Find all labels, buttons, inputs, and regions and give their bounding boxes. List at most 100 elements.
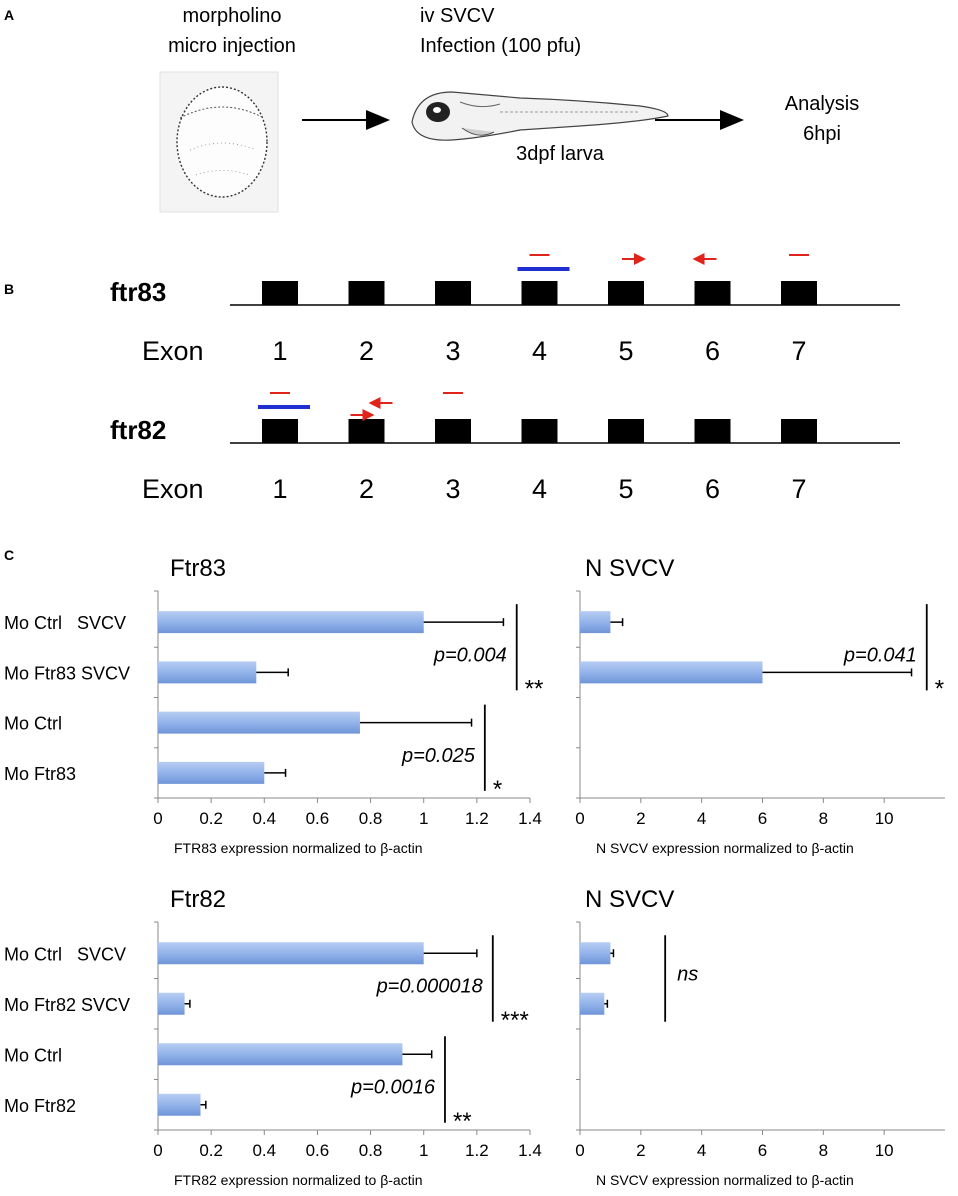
x-tick-label: 4 — [697, 1141, 706, 1160]
exon-number: 5 — [618, 336, 633, 366]
exon-number: 5 — [618, 474, 633, 504]
bar — [158, 661, 257, 684]
category-label: Mo Ctrl SVCV — [4, 613, 126, 633]
gene-ftr83: ftr83 1 2 3 4 5 6 7 Exon — [110, 253, 900, 366]
significance-stars: ** — [453, 1108, 472, 1135]
primer-reverse-arrowhead — [368, 397, 381, 409]
bar — [580, 942, 611, 965]
x-tick-label: 8 — [819, 809, 828, 828]
x-tick-label: 6 — [758, 809, 767, 828]
x-axis-label: N SVCV expression normalized to β-actin — [596, 1172, 854, 1188]
x-tick-label: 8 — [819, 1141, 828, 1160]
chart-2: N SVCV 0 2 4 6 8 10 N SVCV expression normalize… — [575, 555, 945, 856]
panel-b: B ftr83 1 2 3 4 5 6 7 Exon ftr82 1 2 3 4 5 6 7 Exon — [4, 253, 900, 504]
x-tick-label: 0.4 — [252, 1141, 276, 1160]
exon-number: 7 — [791, 474, 806, 504]
x-tick-label: 1.2 — [465, 809, 489, 828]
x-tick-label: 0.2 — [199, 809, 223, 828]
x-tick-label: 1.4 — [518, 809, 542, 828]
bar — [158, 942, 424, 965]
chart-1: Ftr83 0 0.2 0.4 0.6 0.8 1 1.2 1.4 FTR83 expressio… — [4, 555, 543, 856]
x-tick-label: 0.6 — [306, 809, 330, 828]
bar — [158, 611, 424, 634]
panel-a-label: A — [4, 7, 14, 23]
category-label: Mo Ftr83 SVCV — [4, 663, 130, 683]
x-tick-label: 4 — [697, 809, 706, 828]
exon-number: 2 — [359, 336, 374, 366]
x-axis-label: FTR82 expression normalized to β-actin — [174, 1172, 423, 1188]
bar — [158, 992, 185, 1015]
larva-caption: 3dpf larva — [516, 143, 605, 165]
exon-block — [435, 281, 471, 305]
step2-line2: Infection (100 pfu) — [420, 35, 581, 57]
x-tick-label: 0 — [153, 1141, 162, 1160]
step1-line2: micro injection — [168, 35, 296, 57]
embryo-icon — [159, 71, 279, 213]
exon-number: 3 — [445, 336, 460, 366]
exon-number: 6 — [705, 474, 720, 504]
exon-block — [781, 419, 817, 443]
exon-block — [694, 281, 731, 305]
x-tick-label: 10 — [875, 1141, 894, 1160]
gene-ftr82: ftr82 1 2 3 4 5 6 7 Exon — [110, 392, 900, 504]
x-tick-label: 6 — [758, 1141, 767, 1160]
exon-number: 4 — [532, 474, 547, 504]
exon-block — [348, 281, 385, 305]
p-value: p=0.000018 — [376, 976, 483, 998]
x-tick-label: 0.2 — [199, 1141, 223, 1160]
exon-block — [521, 419, 558, 443]
exon-block — [781, 281, 817, 305]
bar — [580, 661, 763, 684]
exon-block — [521, 281, 558, 305]
exon-number: 1 — [272, 474, 287, 504]
exon-block — [262, 419, 298, 443]
chart-title: Ftr83 — [170, 555, 226, 582]
exon-block — [262, 281, 298, 305]
panel-c-label: C — [4, 547, 14, 563]
x-tick-label: 0.6 — [306, 1141, 330, 1160]
exon-block — [435, 419, 471, 443]
primer-reverse-arrowhead — [692, 253, 705, 265]
gene-diagrams: ftr83 1 2 3 4 5 6 7 Exon ftr82 1 2 3 4 5 6 7 Exon — [110, 253, 900, 504]
bar — [158, 1043, 403, 1066]
exon-number: 4 — [532, 336, 547, 366]
exon-block — [608, 419, 644, 443]
significance-stars: *** — [501, 1007, 529, 1034]
panel-a: A morpholino micro injection iv SVCV Inf… — [4, 5, 859, 213]
category-label: Mo Ctrl — [4, 1045, 62, 1065]
charts: Ftr83 0 0.2 0.4 0.6 0.8 1 1.2 1.4 FTR83 expressio… — [4, 555, 945, 1188]
x-axis-label: FTR83 expression normalized to β-actin — [174, 840, 423, 856]
exon-axis-label: Exon — [142, 474, 204, 504]
category-label: Mo Ftr82 SVCV — [4, 995, 130, 1015]
gene-name: ftr83 — [110, 277, 166, 307]
step3-line2: 6hpi — [803, 123, 841, 145]
chart-title: Ftr82 — [170, 886, 226, 913]
exon-number: 3 — [445, 474, 460, 504]
x-tick-label: 0.8 — [359, 1141, 383, 1160]
primer-forward-arrowhead — [634, 253, 646, 265]
category-label: Mo Ftr82 — [4, 1096, 76, 1116]
gene-name: ftr82 — [110, 415, 166, 445]
x-tick-label: 0 — [153, 809, 162, 828]
significance-stars: * — [935, 675, 944, 702]
panel-c: C Ftr83 0 0.2 0.4 0.6 0.8 1 1.2 1.4 FTR83 express… — [4, 547, 945, 1188]
x-tick-label: 1.2 — [465, 1141, 489, 1160]
step1-line1: morpholino — [183, 5, 282, 27]
x-tick-label: 2 — [636, 809, 645, 828]
x-tick-label: 0 — [575, 1141, 584, 1160]
exon-number: 7 — [791, 336, 806, 366]
step3-line1: Analysis — [785, 93, 859, 115]
exon-axis-label: Exon — [142, 336, 204, 366]
x-tick-label: 1.4 — [518, 1141, 542, 1160]
x-tick-label: 1 — [419, 809, 428, 828]
x-tick-label: 2 — [636, 1141, 645, 1160]
x-tick-label: 0.8 — [359, 809, 383, 828]
bar — [580, 611, 611, 634]
bar — [158, 761, 265, 784]
chart-3: Ftr82 0 0.2 0.4 0.6 0.8 1 1.2 1.4 FTR82 expressio… — [4, 886, 542, 1188]
p-value: p=0.0016 — [350, 1077, 436, 1099]
category-label: Mo Ctrl SVCV — [4, 944, 126, 964]
bar — [580, 992, 605, 1015]
